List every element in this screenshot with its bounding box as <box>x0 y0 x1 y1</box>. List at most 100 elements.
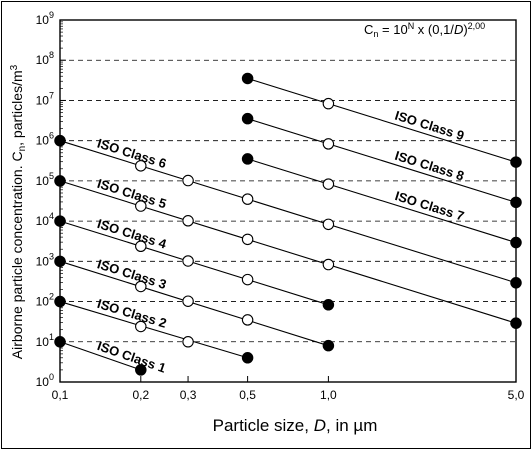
y-tick-base: 10 <box>36 93 50 107</box>
series-line-class-4 <box>59 220 329 306</box>
y-title-sup: 3 <box>9 64 20 70</box>
point-class-6-4 <box>322 218 335 231</box>
y-tick-label-1e8: 108 <box>36 50 54 67</box>
y-tick-base: 10 <box>36 53 50 67</box>
y-title-mid: , particles/m <box>9 70 25 145</box>
series-labels: ISO Class 1 ISO Class 2 ISO Class 3 ISO Cla… <box>95 108 466 376</box>
y-tick-label-1e4: 104 <box>36 211 54 228</box>
y-tick-label-1e7: 107 <box>36 90 54 107</box>
point-class-3-2 <box>182 295 194 307</box>
y-tick-label-1e1: 101 <box>36 332 54 349</box>
series-line-class-3 <box>59 260 329 347</box>
series-label-class-6: ISO Class 6 <box>95 136 168 172</box>
point-class-2-1 <box>135 320 147 333</box>
x-title-suffix: , in µm <box>326 416 377 435</box>
y-tick-exponent: 3 <box>49 251 54 261</box>
series-label-class-5: ISO Class 5 <box>95 176 168 212</box>
point-class-5-3 <box>241 233 254 246</box>
y-tick-label-1e6: 106 <box>36 131 54 148</box>
series-label-class-2: ISO Class 2 <box>96 296 169 331</box>
point-class-7-2 <box>510 236 522 249</box>
point-class-3-1 <box>135 280 147 293</box>
formula-close: ) <box>463 22 467 37</box>
y-tick-exponent: 6 <box>49 131 54 141</box>
y-tick-base: 10 <box>36 254 50 268</box>
y-tick-exponent: 9 <box>49 10 54 20</box>
point-class-1-0 <box>54 336 66 348</box>
point-class-5-5 <box>510 317 522 329</box>
y-tick-exponent: 8 <box>49 50 54 60</box>
y-tick-base: 10 <box>36 295 50 309</box>
point-class-4-3 <box>241 273 254 286</box>
point-class-9-0 <box>241 72 254 85</box>
x-tick-label-3: 0,5 <box>239 388 256 402</box>
formula-d: D <box>454 22 463 37</box>
y-title-main: Airborne particle concentration. C <box>9 151 25 359</box>
series-label-class-8: ISO Class 8 <box>393 148 466 184</box>
point-class-2-3 <box>241 352 254 364</box>
y-tick-base: 10 <box>36 174 50 188</box>
point-class-8-1 <box>322 138 335 150</box>
x-tick-label-0: 0,1 <box>52 388 69 402</box>
formula-annotation: Cn = 10N x (0,1/D)2,00 <box>364 21 485 39</box>
y-tick-exponent: 0 <box>49 372 54 382</box>
point-class-8-0 <box>241 112 254 125</box>
point-class-4-4 <box>322 299 335 311</box>
point-class-4-0 <box>54 215 66 227</box>
y-tick-base: 10 <box>36 214 50 228</box>
y-tick-exponent: 2 <box>49 292 54 302</box>
point-class-3-0 <box>54 255 66 268</box>
x-tick-label-1: 0,2 <box>132 388 149 402</box>
y-tick-exponent: 7 <box>49 90 54 100</box>
x-title-var: D <box>314 416 326 435</box>
formula-c-sub: n <box>373 29 378 39</box>
point-class-6-2 <box>182 174 194 187</box>
formula-n-sup: N <box>408 21 415 31</box>
x-tick-label-4: 1,0 <box>320 388 337 402</box>
y-tick-exponent: 5 <box>49 171 54 181</box>
y-tick-exponent: 1 <box>49 332 54 342</box>
point-class-5-1 <box>135 200 147 212</box>
point-class-7-1 <box>322 178 335 190</box>
plot-area-border <box>59 19 517 383</box>
y-axis-title: Airborne particle concentration. Cn, par… <box>9 64 28 359</box>
point-class-5-0 <box>54 175 66 187</box>
formula-c: C <box>364 22 373 37</box>
y-tick-base: 10 <box>36 13 50 27</box>
point-class-6-0 <box>54 134 66 147</box>
y-tick-base: 10 <box>36 134 50 148</box>
point-class-1-1 <box>135 364 147 376</box>
series-line-class-7 <box>247 158 517 244</box>
x-tick-label-2: 0,3 <box>180 388 197 402</box>
point-class-6-5 <box>510 277 522 289</box>
y-tick-label-1e3: 103 <box>36 251 54 268</box>
formula-eq: = 10 <box>378 22 407 37</box>
formula-exp-sup: 2,00 <box>468 21 486 31</box>
y-title-sub: n <box>17 146 28 152</box>
point-class-7-0 <box>241 153 254 165</box>
point-class-9-2 <box>510 156 522 168</box>
point-class-4-2 <box>182 255 194 267</box>
x-tick-label-5: 5,0 <box>508 388 525 402</box>
series-line-class-2 <box>59 301 248 359</box>
series-label-class-9: ISO Class 9 <box>393 108 466 144</box>
x-axis-title: Particle size, D, in µm <box>213 416 378 435</box>
point-class-2-2 <box>182 336 194 348</box>
series-line-class-9 <box>247 77 517 163</box>
point-class-9-1 <box>322 97 335 110</box>
point-class-2-0 <box>54 295 66 308</box>
y-tick-exponent: 4 <box>49 211 54 221</box>
grid-lines <box>60 59 516 343</box>
point-class-3-3 <box>241 314 254 326</box>
x-title-prefix: Particle size, <box>213 416 309 435</box>
y-tick-label-1e0: 100 <box>36 372 54 389</box>
point-class-5-4 <box>322 258 335 271</box>
y-tick-label-1e5: 105 <box>36 171 54 188</box>
y-tick-label-1e2: 102 <box>36 292 54 309</box>
point-class-8-2 <box>510 196 522 209</box>
point-class-6-1 <box>135 160 147 172</box>
series-markers <box>54 72 522 376</box>
point-class-6-3 <box>241 193 254 205</box>
